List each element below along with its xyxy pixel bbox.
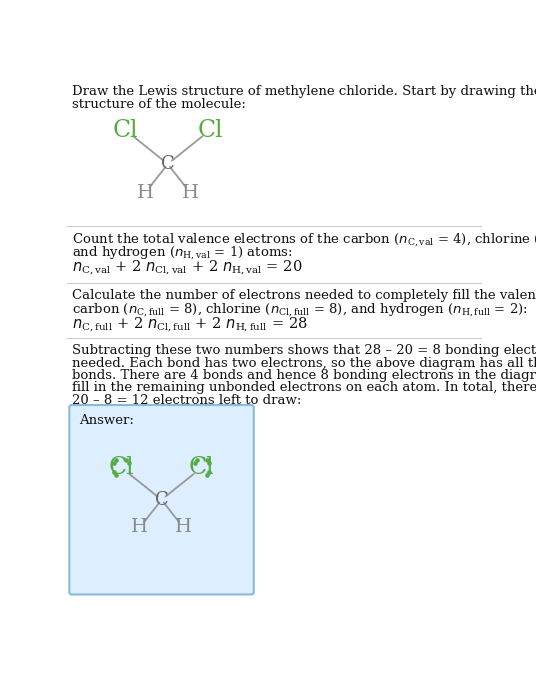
Text: structure of the molecule:: structure of the molecule: [72,98,245,111]
Text: carbon ($n_\mathregular{C,full}$ = 8), chlorine ($n_\mathregular{Cl,full}$ = 8),: carbon ($n_\mathregular{C,full}$ = 8), c… [72,301,527,317]
Text: Calculate the number of electrons needed to completely fill the valence shells f: Calculate the number of electrons needed… [72,288,536,302]
Text: Answer:: Answer: [79,414,135,427]
Text: $n_\mathregular{C,full}$ + 2 $n_\mathregular{Cl,full}$ + 2 $n_\mathregular{H,ful: $n_\mathregular{C,full}$ + 2 $n_\mathreg… [72,315,308,334]
Text: C: C [161,155,175,173]
Text: Count the total valence electrons of the carbon ($n_\mathregular{C,val}$ = 4), c: Count the total valence electrons of the… [72,232,536,249]
Text: 20 – 8 = 12 electrons left to draw:: 20 – 8 = 12 electrons left to draw: [72,394,301,406]
Text: Draw the Lewis structure of methylene chloride. Start by drawing the overall: Draw the Lewis structure of methylene ch… [72,86,536,98]
Text: $n_\mathregular{C,val}$ + 2 $n_\mathregular{Cl,val}$ + 2 $n_\mathregular{H,val}$: $n_\mathregular{C,val}$ + 2 $n_\mathregu… [72,258,302,277]
Text: C: C [155,491,168,509]
Text: Subtracting these two numbers shows that 28 – 20 = 8 bonding electrons are: Subtracting these two numbers shows that… [72,344,536,357]
Text: Cl: Cl [113,119,138,142]
Text: H: H [137,184,153,202]
Text: Cl: Cl [108,456,134,479]
Text: H: H [131,518,148,537]
Text: fill in the remaining unbonded electrons on each atom. In total, there remain: fill in the remaining unbonded electrons… [72,381,536,394]
FancyBboxPatch shape [69,405,254,594]
Text: Cl: Cl [197,119,223,142]
Text: and hydrogen ($n_\mathregular{H,val}$ = 1) atoms:: and hydrogen ($n_\mathregular{H,val}$ = … [72,244,292,261]
Text: needed. Each bond has two electrons, so the above diagram has all the necessary: needed. Each bond has two electrons, so … [72,357,536,369]
Text: H: H [175,518,192,537]
Text: bonds. There are 4 bonds and hence 8 bonding electrons in the diagram. Lastly,: bonds. There are 4 bonds and hence 8 bon… [72,369,536,382]
Text: H: H [182,184,199,202]
Text: Cl: Cl [189,456,214,479]
